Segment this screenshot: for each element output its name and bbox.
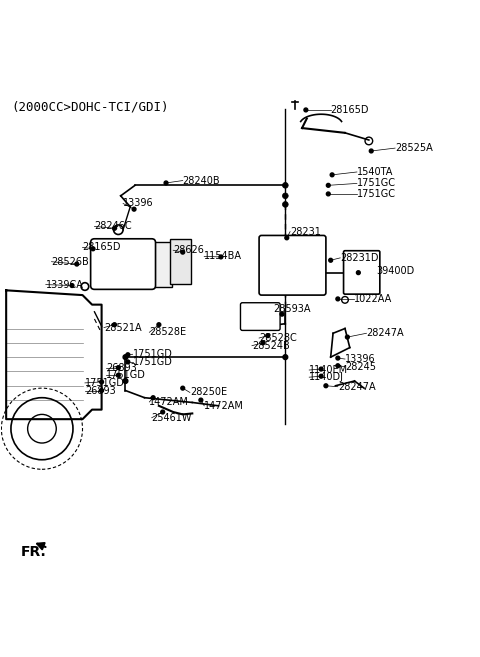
Circle shape [116, 373, 120, 377]
Text: 1751GC: 1751GC [357, 179, 396, 189]
Circle shape [157, 323, 161, 327]
Text: 1472AM: 1472AM [204, 401, 244, 411]
Text: 1751GD: 1751GD [132, 350, 172, 359]
Circle shape [282, 193, 288, 198]
Text: 26893: 26893 [85, 386, 116, 396]
Circle shape [181, 250, 185, 254]
Circle shape [282, 202, 288, 208]
Circle shape [319, 374, 323, 378]
Text: 28525A: 28525A [395, 143, 433, 153]
Circle shape [319, 367, 323, 371]
Text: 1751GD: 1751GD [85, 378, 125, 388]
Text: 28231: 28231 [290, 227, 321, 237]
Circle shape [326, 192, 330, 196]
FancyBboxPatch shape [91, 238, 156, 289]
Text: 1022AA: 1022AA [354, 294, 392, 304]
Circle shape [132, 208, 136, 211]
Circle shape [346, 253, 349, 256]
Text: 28247A: 28247A [338, 382, 375, 392]
Text: 1140DJ: 1140DJ [309, 372, 344, 382]
Text: FR.: FR. [21, 545, 46, 559]
Text: 28521A: 28521A [104, 323, 142, 332]
Circle shape [374, 253, 378, 256]
Circle shape [326, 183, 330, 187]
Text: 28524B: 28524B [252, 341, 290, 351]
Circle shape [357, 271, 360, 275]
FancyBboxPatch shape [170, 239, 191, 284]
Circle shape [304, 108, 308, 112]
Text: 1339CA: 1339CA [46, 280, 84, 290]
Circle shape [70, 284, 74, 288]
Text: 1751GD: 1751GD [132, 357, 172, 367]
Circle shape [91, 247, 95, 251]
Text: (2000CC>DOHC-TCI/GDI): (2000CC>DOHC-TCI/GDI) [11, 101, 168, 114]
Text: 28165D: 28165D [331, 105, 369, 115]
Circle shape [161, 410, 165, 414]
Circle shape [164, 181, 168, 185]
Circle shape [113, 323, 116, 327]
Text: 28231D: 28231D [340, 253, 379, 263]
Circle shape [219, 255, 223, 259]
Circle shape [116, 366, 120, 369]
Circle shape [283, 355, 288, 359]
Text: 26893: 26893 [107, 363, 137, 373]
Circle shape [199, 398, 203, 402]
Text: 28240B: 28240B [183, 175, 220, 185]
Text: 28250E: 28250E [190, 388, 227, 397]
Text: 25461W: 25461W [152, 413, 192, 422]
Text: 13396: 13396 [345, 354, 376, 364]
Text: 28246C: 28246C [95, 221, 132, 231]
Circle shape [123, 355, 128, 359]
FancyBboxPatch shape [151, 242, 172, 286]
Circle shape [75, 262, 79, 266]
Text: 13396: 13396 [123, 198, 154, 208]
Text: 1540TA: 1540TA [357, 167, 393, 177]
Text: 28245: 28245 [345, 361, 376, 372]
Text: 1154BA: 1154BA [204, 252, 242, 261]
Text: 28247A: 28247A [366, 328, 404, 338]
Circle shape [280, 312, 284, 316]
Circle shape [336, 356, 340, 360]
Circle shape [282, 183, 288, 188]
FancyBboxPatch shape [259, 235, 326, 295]
FancyBboxPatch shape [344, 251, 380, 294]
Circle shape [113, 227, 116, 230]
Circle shape [324, 384, 328, 388]
Text: 28528C: 28528C [259, 333, 297, 343]
Circle shape [285, 236, 288, 240]
Text: 1751GC: 1751GC [357, 189, 396, 199]
Circle shape [374, 288, 378, 292]
Text: 39400D: 39400D [376, 266, 414, 276]
Circle shape [126, 353, 130, 357]
Text: 1472AM: 1472AM [149, 397, 189, 407]
Circle shape [329, 258, 333, 262]
Circle shape [346, 288, 349, 292]
Circle shape [100, 380, 104, 384]
FancyBboxPatch shape [240, 303, 280, 330]
Text: 28626: 28626 [173, 245, 204, 255]
Circle shape [369, 149, 373, 153]
Text: 28165D: 28165D [83, 242, 121, 252]
Circle shape [181, 386, 185, 390]
Circle shape [266, 334, 270, 338]
Text: 1751GD: 1751GD [107, 371, 146, 380]
Text: 1140EM: 1140EM [309, 365, 348, 375]
Circle shape [336, 364, 340, 368]
Circle shape [126, 360, 130, 364]
Circle shape [261, 341, 265, 345]
Text: 28526B: 28526B [51, 257, 89, 267]
Text: 28528E: 28528E [149, 327, 186, 337]
Circle shape [151, 396, 155, 399]
Circle shape [123, 378, 128, 384]
Circle shape [100, 389, 104, 392]
Circle shape [336, 297, 340, 301]
Circle shape [330, 173, 334, 177]
Text: 28593A: 28593A [274, 304, 311, 315]
Circle shape [346, 335, 349, 339]
